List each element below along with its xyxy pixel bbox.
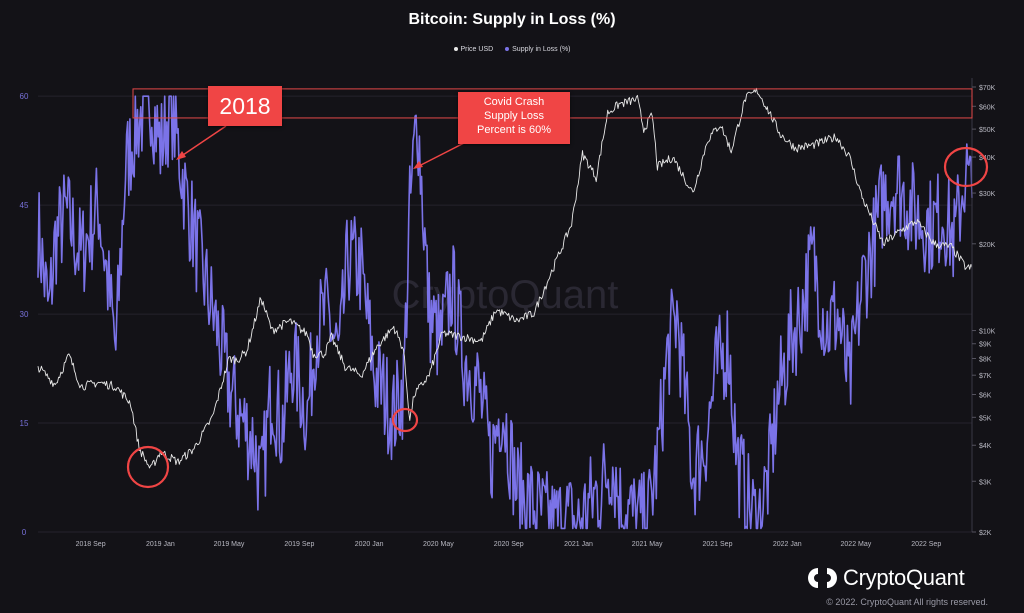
y-right-tick-label: $7K — [979, 373, 992, 380]
callout-covid-line-1: Covid Crash — [483, 96, 545, 108]
x-tick-label: 2021 Jan — [564, 541, 593, 548]
chart-title: Bitcoin: Supply in Loss (%) — [408, 11, 616, 28]
arrow-covid-head — [413, 161, 423, 169]
y-left-tick-label: 15 — [20, 419, 29, 428]
x-tick-label: 2020 Sep — [494, 541, 524, 548]
y-left-tick-label: 45 — [20, 201, 29, 210]
y-right-tick-label: $50K — [979, 127, 996, 134]
copyright-text: © 2022. CryptoQuant All rights reserved. — [826, 597, 988, 607]
x-axis: 2018 Sep 2019 Jan 2019 May 2019 Sep 2020 Jan… — [76, 541, 942, 548]
circle-2022-current — [943, 146, 989, 188]
series-price-usd-line — [37, 87, 973, 469]
x-tick-label: 2019 Sep — [284, 541, 314, 548]
x-tick-label: 2022 May — [841, 541, 872, 548]
x-tick-label: 2022 Sep — [911, 541, 941, 548]
x-tick-label: 2020 Jan — [355, 541, 384, 548]
callout-2018: 2018 — [208, 86, 282, 126]
legend-item-supply[interactable]: Supply in Loss (%) — [505, 46, 571, 53]
circle-2020-low — [391, 407, 419, 433]
y-right-tick-label: $4K — [979, 443, 992, 450]
callout-covid-line-2: Supply Loss — [484, 110, 544, 122]
legend-price-label: Price USD — [460, 46, 494, 53]
y-right-tick-label: $30K — [979, 191, 996, 198]
x-tick-label: 2021 May — [632, 541, 663, 548]
price-dot-icon — [453, 47, 458, 52]
legend-item-price[interactable]: Price USD — [453, 46, 494, 53]
supply-dot-icon — [505, 47, 510, 52]
circle-2018-low — [126, 445, 170, 489]
series-layer — [37, 87, 973, 530]
arrow-2018-head — [176, 151, 186, 160]
y-left-tick-label: 30 — [20, 310, 29, 319]
chart-legend: Price USD Supply in Loss (%) — [0, 46, 1024, 53]
watermark-text: CryptoQuant — [392, 273, 619, 317]
callout-covid: Covid Crash Supply Loss Percent is 60% — [458, 92, 570, 144]
y-right-tick-label: $70K — [979, 85, 996, 92]
y-left-tick-label: 60 — [20, 92, 29, 101]
y-right-tick-label: $8K — [979, 356, 992, 363]
y-right-tick-label: $2K — [979, 530, 992, 537]
y-axis-left: 0 15 30 45 60 — [20, 92, 29, 537]
callout-covid-line-3: Percent is 60% — [477, 124, 551, 136]
brand-logo: CryptoQuant — [807, 565, 989, 591]
y-right-tick-label: $40K — [979, 155, 996, 162]
x-tick-label: 2019 Jan — [146, 541, 175, 548]
y-right-tick-label: $60K — [979, 104, 996, 111]
brand-name: CryptoQuant — [843, 565, 965, 590]
series-supply-in-loss-line — [37, 95, 973, 530]
y-left-tick-label: 0 — [22, 528, 27, 537]
y-right-tick-label: $9K — [979, 342, 992, 349]
arrow-covid — [416, 139, 471, 168]
arrow-2018 — [179, 125, 227, 158]
x-tick-label: 2021 Sep — [702, 541, 732, 548]
y-axis-right-price: $2K $3K $4K $5K $6K $7K $8K $9K $10K $20K $30K $40K… — [971, 78, 996, 537]
legend-supply-label: Supply in Loss (%) — [512, 46, 571, 53]
x-tick-label: 2022 Jan — [773, 541, 802, 548]
x-tick-label: 2020 May — [423, 541, 454, 548]
y-right-tick-label: $20K — [979, 242, 996, 249]
y-right-tick-label: $3K — [979, 479, 992, 486]
x-tick-label: 2019 May — [214, 541, 245, 548]
y-right-tick-label: $5K — [979, 415, 992, 422]
x-tick-label: 2018 Sep — [76, 541, 106, 548]
y-right-tick-label: $10K — [979, 329, 996, 336]
cryptoquant-logo-icon — [808, 568, 837, 588]
y-right-tick-label: $6K — [979, 392, 992, 399]
